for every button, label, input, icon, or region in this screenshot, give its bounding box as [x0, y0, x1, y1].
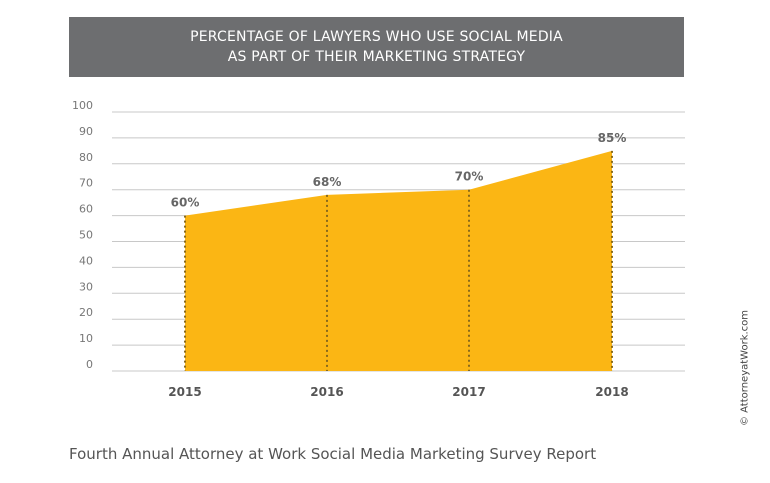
y-tick-label: 80 [79, 151, 93, 164]
x-tick-label: 2017 [452, 385, 485, 399]
y-tick-label: 20 [79, 306, 93, 319]
y-tick-label: 50 [79, 229, 93, 242]
data-label: 60% [171, 196, 200, 210]
y-tick-label: 0 [86, 358, 93, 371]
y-tick-label: 100 [72, 99, 93, 112]
x-tick-label: 2018 [595, 385, 628, 399]
y-tick-label: 70 [79, 177, 93, 190]
area-fill [185, 150, 612, 371]
y-tick-label: 10 [79, 332, 93, 345]
chart-title-line-2: AS PART OF THEIR MARKETING STRATEGY [227, 49, 526, 65]
x-tick-label: 2015 [168, 385, 201, 399]
y-tick-label: 30 [79, 280, 93, 293]
chart-title-line-1: PERCENTAGE OF LAWYERS WHO USE SOCIAL MED… [190, 29, 563, 45]
footer-caption: Fourth Annual Attorney at Work Social Me… [69, 445, 597, 463]
y-tick-label: 40 [79, 254, 93, 267]
data-label: 70% [455, 170, 484, 184]
data-label: 85% [598, 131, 627, 145]
copyright-credit: © AttorneyatWork.com [739, 309, 751, 427]
chart-title: PERCENTAGE OF LAWYERS WHO USE SOCIAL MED… [69, 17, 684, 77]
y-tick-label: 90 [79, 125, 93, 138]
data-label: 68% [313, 175, 342, 189]
x-tick-label: 2016 [310, 385, 343, 399]
y-tick-label: 60 [79, 203, 93, 216]
